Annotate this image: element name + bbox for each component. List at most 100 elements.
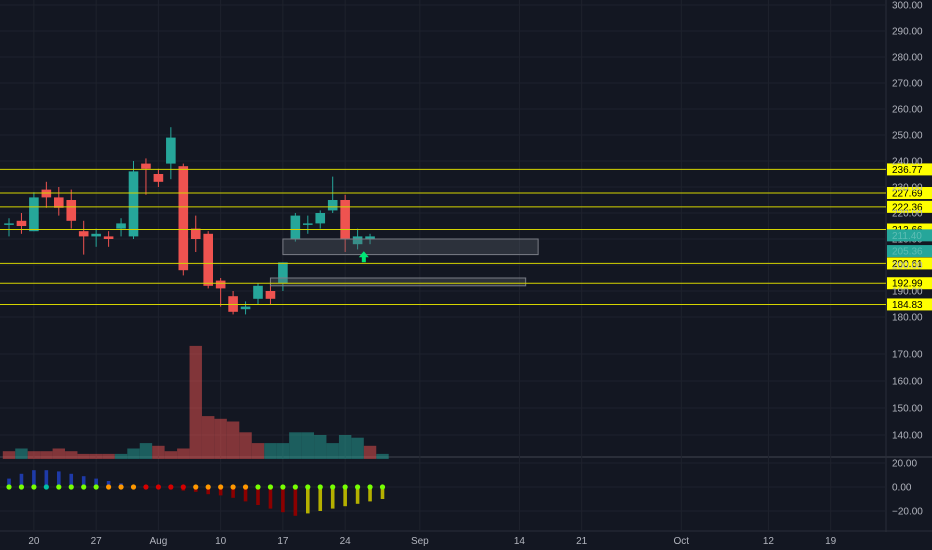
oscillator-dot [118, 484, 124, 490]
oscillator-bar [69, 473, 74, 487]
time-tick-label: 17 [277, 536, 289, 547]
candle-body [4, 223, 14, 225]
oscillator-dot [230, 484, 236, 490]
oscillator-dot [168, 484, 174, 490]
oscillator-bar [380, 487, 385, 499]
volume-bar [65, 451, 78, 459]
oscillator-bar [256, 487, 260, 505]
level-label: 222.36 [892, 202, 923, 213]
oscillator-dot [180, 484, 186, 490]
volume-bar [326, 443, 339, 459]
oscillator-bar [106, 481, 111, 487]
level-label-bg [887, 187, 932, 200]
volume-bar [363, 445, 377, 459]
time-tick-label: 19 [825, 536, 837, 547]
level-label-bg [887, 163, 932, 176]
oscillator-dot [130, 484, 137, 490]
volume-tick-label: 140.00 [892, 431, 923, 442]
zones [269, 238, 539, 287]
oscillator-bar [355, 487, 360, 504]
level-label: 236.77 [892, 165, 923, 176]
price-tick-label: 230.00 [892, 183, 923, 194]
volume-bar [152, 445, 165, 459]
oscillator-bar [32, 470, 36, 487]
volume-bar [251, 443, 265, 459]
oscillator-dot [330, 484, 336, 490]
volume-bar [276, 443, 290, 459]
time-tick-label: 27 [91, 536, 103, 547]
oscillator-bar [57, 471, 61, 487]
price-tick-label: 280.00 [892, 53, 923, 64]
oscillator-bar [306, 487, 310, 514]
time-tick-label: Sep [411, 536, 429, 547]
price-tick-label: 250.00 [892, 131, 923, 142]
oscillator-dot [342, 484, 348, 490]
volume-bar [114, 453, 128, 459]
oscillator-bar [94, 478, 98, 487]
volume-bar [40, 451, 53, 459]
volume-bar [301, 432, 314, 459]
time-tick-label: 10 [215, 536, 227, 547]
time-tick-label: 14 [514, 536, 526, 547]
candle-body [166, 137, 176, 164]
grid [0, 0, 932, 532]
time-axis[interactable]: 20 27 Aug 10 17 24 Sep 14 21 Oct 12 19 [28, 536, 836, 547]
volume-bar [139, 443, 153, 459]
oscillator-dot [292, 484, 298, 490]
candle-body [78, 231, 89, 237]
volume-bar [127, 448, 140, 459]
volume-tick-label: 160.00 [892, 377, 923, 388]
time-tick-label: 24 [340, 536, 352, 547]
price-tag-bg [887, 229, 932, 242]
volume-bar [15, 448, 28, 459]
volume-bar [77, 453, 90, 459]
volume-bar [2, 451, 16, 459]
volume-bar [102, 453, 115, 459]
candle-body [91, 233, 101, 237]
oscillator-bar [343, 487, 347, 507]
oscillator-bar [218, 487, 223, 496]
volume-bar [52, 448, 65, 459]
oscillator-dot [93, 484, 99, 490]
oscillator-bar [231, 487, 235, 498]
candle-body [16, 220, 27, 226]
price-tick-label: 240.00 [892, 157, 923, 168]
oscillator-bar [206, 487, 210, 495]
price-tick-label: 300.00 [892, 1, 923, 12]
price-tick-label: 270.00 [892, 79, 923, 90]
candle-body [190, 228, 201, 239]
oscillator-dot [18, 484, 25, 490]
volume-bar [27, 451, 41, 459]
oscillator-bar [81, 476, 86, 487]
oscillator-bar [243, 487, 248, 502]
price-tick-label: 200.00 [892, 261, 923, 272]
price-tick-label: 290.00 [892, 27, 923, 38]
oscillator-tick-label: 0.00 [892, 483, 912, 494]
oscillator-bar [293, 487, 298, 516]
volume-tick-label: 170.00 [892, 350, 923, 361]
oscillator-dot [305, 484, 311, 490]
candle-body [203, 233, 213, 286]
volume-bar [338, 435, 352, 459]
level-label: 200.61 [892, 259, 923, 270]
level-label-bg [887, 298, 932, 311]
time-tick-label: 12 [763, 536, 775, 547]
oscillator-bar [268, 487, 273, 509]
oscillator-dot [242, 484, 249, 490]
candle-body [128, 171, 139, 237]
candle-body [153, 174, 164, 182]
candle-body [265, 291, 276, 299]
oscillator-dot [31, 484, 37, 490]
price-tag-label: 211.40 [892, 231, 922, 242]
supply-demand-zone [282, 238, 539, 256]
time-tick-label: 21 [576, 536, 588, 547]
candle-body [327, 200, 338, 211]
candle-body [253, 285, 263, 299]
price-axis[interactable]: 300.00 290.00 280.00 270.00 260.00 250.00 240.… [887, 1, 932, 518]
candle-body [340, 200, 350, 239]
oscillator-dot [56, 484, 62, 490]
level-label-bg [887, 200, 932, 213]
volume-bar [202, 416, 215, 459]
price-tag-label: 205.36 [892, 247, 923, 258]
